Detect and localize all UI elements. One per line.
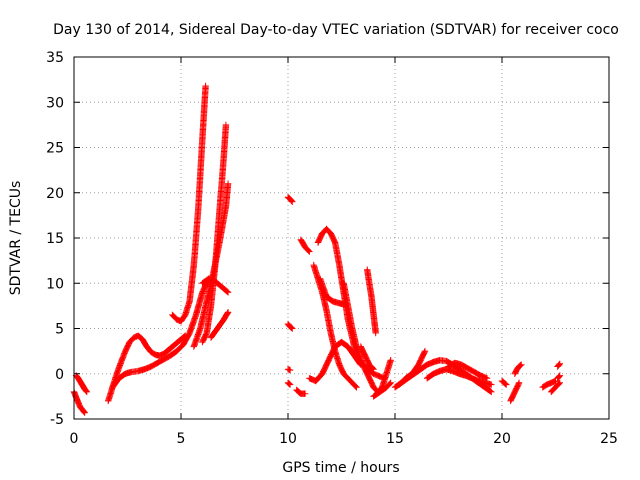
data-series-arc-23 bbox=[370, 379, 394, 400]
data-point-markers bbox=[297, 236, 313, 255]
data-series-arc-19 bbox=[306, 338, 364, 385]
data-series-arc-4 bbox=[109, 275, 212, 391]
data-series-arc-31 bbox=[539, 377, 559, 391]
data-series-arc-9 bbox=[190, 180, 232, 350]
data-series-arc-34 bbox=[554, 372, 563, 382]
data-series-arc-11 bbox=[284, 320, 296, 332]
data-point-markers bbox=[554, 360, 563, 370]
grid bbox=[74, 57, 609, 419]
data-point-markers bbox=[539, 377, 559, 391]
data-point-markers bbox=[370, 379, 394, 400]
y-tick-label: 5 bbox=[55, 322, 64, 338]
data-series-arc-30 bbox=[511, 361, 525, 377]
data-point-markers bbox=[293, 386, 309, 397]
data-series-arc-14 bbox=[293, 386, 309, 397]
x-tick-label: 0 bbox=[70, 431, 79, 447]
data-series-arc-29 bbox=[507, 379, 523, 405]
data-series-arc-13 bbox=[284, 366, 294, 374]
data-series-arc-33 bbox=[554, 360, 563, 370]
y-tick-label: 35 bbox=[46, 50, 64, 66]
data-series-arc-21 bbox=[357, 343, 377, 373]
data-point-markers bbox=[284, 320, 296, 332]
data-series-arc-18 bbox=[316, 275, 349, 309]
data-point-markers bbox=[207, 309, 232, 341]
y-axis-label: SDTVAR / TECUs bbox=[8, 181, 24, 296]
y-tick-label: 25 bbox=[46, 141, 64, 157]
y-tick-label: 15 bbox=[46, 231, 64, 247]
x-tick-label: 20 bbox=[493, 431, 511, 447]
y-tick-label: 0 bbox=[55, 367, 64, 383]
data-point-markers bbox=[507, 379, 523, 405]
data-point-markers bbox=[445, 359, 491, 382]
data-point-markers bbox=[169, 82, 209, 325]
data-point-markers bbox=[423, 366, 495, 388]
data-point-markers bbox=[72, 372, 90, 396]
data-points bbox=[70, 82, 563, 416]
axis-ticks: 0 5 10 15 20 25 -5 0 5 10 15 20 25 30 35 bbox=[46, 50, 618, 447]
y-tick-label: 30 bbox=[46, 95, 64, 111]
data-point-markers bbox=[511, 361, 525, 377]
data-point-markers bbox=[364, 266, 379, 337]
y-tick-label: 20 bbox=[46, 186, 64, 202]
data-series-arc-26 bbox=[423, 366, 495, 388]
data-point-markers bbox=[548, 379, 563, 396]
data-series-arc-5 bbox=[169, 82, 209, 325]
data-series-arc-8 bbox=[207, 309, 232, 341]
data-point-markers bbox=[498, 377, 510, 388]
data-point-markers bbox=[284, 379, 294, 388]
chart-title: Day 130 of 2014, Sidereal Day-to-day VTE… bbox=[53, 22, 619, 38]
data-point-markers bbox=[396, 347, 429, 388]
data-point-markers bbox=[109, 275, 212, 391]
data-series-arc-32 bbox=[548, 379, 563, 396]
data-series-arc-27 bbox=[445, 359, 491, 382]
data-series-arc-25 bbox=[396, 347, 429, 388]
data-point-markers bbox=[306, 338, 364, 385]
data-point-markers bbox=[190, 180, 232, 350]
data-point-markers bbox=[316, 275, 349, 309]
x-axis-label: GPS time / hours bbox=[282, 460, 399, 476]
x-tick-label: 10 bbox=[279, 431, 297, 447]
y-tick-label: -5 bbox=[50, 412, 64, 428]
data-series-arc-2 bbox=[72, 372, 90, 396]
x-tick-label: 25 bbox=[600, 431, 618, 447]
y-tick-label: 10 bbox=[46, 276, 64, 292]
data-point-markers bbox=[554, 372, 563, 382]
data-series-arc-22 bbox=[364, 266, 379, 337]
data-point-markers bbox=[284, 194, 296, 205]
data-series-arc-28 bbox=[498, 377, 510, 388]
data-point-markers bbox=[357, 343, 377, 373]
x-tick-label: 15 bbox=[386, 431, 404, 447]
data-series-arc-10 bbox=[284, 194, 296, 205]
x-tick-label: 5 bbox=[177, 431, 186, 447]
data-point-markers bbox=[284, 366, 294, 374]
data-series-arc-12 bbox=[284, 379, 294, 388]
data-series-arc-15 bbox=[297, 236, 313, 255]
